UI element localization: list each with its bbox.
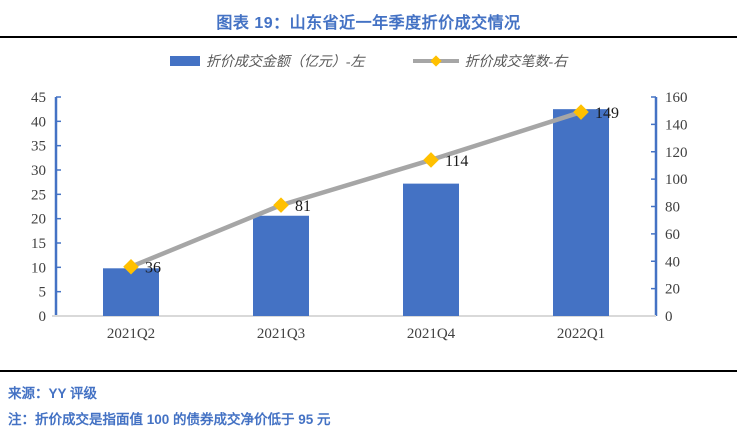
left-axis-tick-label: 15 [31,236,46,252]
right-axis-tick-label: 100 [665,172,688,188]
left-axis-tick-label: 30 [31,163,46,179]
legend-label-line-series: 折价成交笔数-右 [464,55,568,70]
bar-series-swatch [169,56,200,66]
left-axis-tick-label: 35 [31,139,46,155]
diamond-marker-icon [429,55,442,67]
bar-2021Q2 [103,268,159,316]
figure-title: 图表 19：山东省近一年季度折价成交情况 [216,15,521,32]
line-point-label: 149 [595,105,619,122]
left-axis-tick-label: 10 [31,260,46,276]
line-series-path [128,109,584,269]
x-axis-category-label: 2021Q4 [407,326,456,342]
right-axis-tick-label: 0 [665,309,673,325]
footnote: 注：折价成交是指面值 100 的债券成交净价低于 95 元 [8,412,331,427]
x-axis-category-label: 2022Q1 [557,326,605,342]
right-axis-tick-label: 140 [665,117,688,133]
line-point-label: 81 [295,198,311,215]
bottom-divider [0,370,737,372]
line-point-label: 36 [145,260,161,277]
right-axis-tick-label: 160 [665,90,688,106]
legend-item-line-series: 折价成交笔数-右 [412,51,568,71]
top-divider [0,36,737,38]
left-axis-tick-label: 45 [31,90,46,106]
left-axis-tick-label: 40 [31,114,46,130]
right-axis-tick-label: 40 [665,254,680,270]
line-point-label: 114 [445,153,468,170]
right-axis-tick-label: 60 [665,227,680,243]
right-axis-tick-label: 120 [665,145,688,161]
left-axis-tick-label: 20 [31,212,46,228]
bar-2021Q3 [253,215,309,316]
left-axis-tick-label: 0 [39,309,47,325]
legend-item-bar-series: 折价成交金额（亿元）-左 [169,51,365,71]
source-note: 来源：YY 评级 [8,386,98,401]
left-axis-tick-label: 25 [31,187,46,203]
x-axis-category-label: 2021Q3 [257,326,305,342]
line-series-swatch [412,55,459,67]
line-marker-diamond [273,197,289,213]
chart-legend: 折价成交金额（亿元）-左 折价成交笔数-右 [0,51,737,71]
legend-label-bar-series: 折价成交金额（亿元）-左 [205,55,365,70]
right-axis-tick-label: 80 [665,200,680,216]
bar-2022Q1 [553,109,609,317]
right-axis-tick-label: 20 [665,282,680,298]
x-axis-category-label: 2021Q2 [107,326,155,342]
bar-2021Q4 [403,183,459,316]
line-marker-diamond [423,152,439,168]
left-axis-tick-label: 5 [39,285,47,301]
combo-chart: 0 5 10 15 20 25 30 35 40 45 0 20 40 60 80 100 120 140 160 3… [31,90,688,342]
